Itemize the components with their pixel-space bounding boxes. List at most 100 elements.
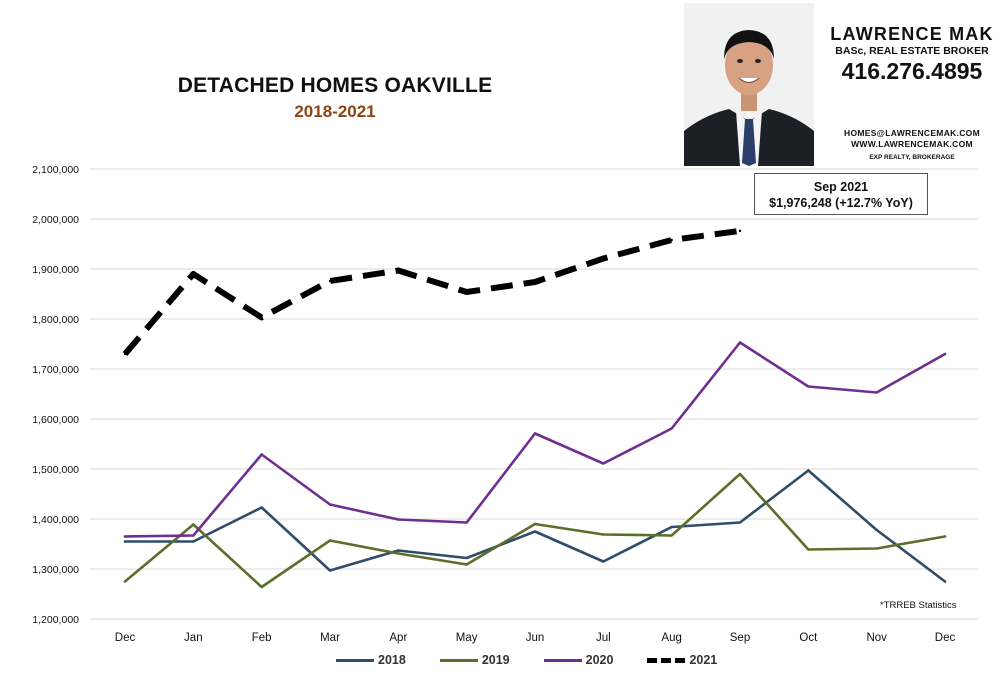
x-tick-label: Jun [526, 632, 545, 644]
legend-label-2021: 2021 [689, 653, 718, 667]
legend-swatch-2021 [647, 657, 686, 663]
y-tick-label: 1,300,000 [32, 564, 79, 576]
y-tick-label: 1,600,000 [32, 414, 79, 426]
data-point-2021-jun-6 [533, 280, 537, 284]
agent-title: BASc, REAL ESTATE BROKER [835, 45, 989, 57]
x-tick-label: May [456, 632, 478, 644]
data-point-2018-mar-3 [328, 569, 332, 572]
data-point-2020-jul-7 [602, 462, 605, 465]
x-tick-label: Dec [115, 632, 136, 644]
data-point-2018-apr-4 [397, 549, 400, 552]
data-point-2018-dec-0 [123, 540, 127, 543]
y-tick-label: 1,900,000 [32, 264, 79, 276]
data-point-2019-mar-3 [328, 539, 332, 542]
agent-brokerage: EXP REALTY, BROKERAGE [869, 154, 955, 161]
data-point-2020-aug-8 [670, 427, 673, 430]
legend-swatch-2019 [439, 658, 478, 662]
data-point-2020-jun-6 [533, 432, 537, 435]
data-point-2021-feb-2 [260, 316, 263, 319]
legend-swatch-2020 [543, 658, 582, 662]
data-point-2020-may-5 [465, 521, 468, 524]
y-tick-label: 1,700,000 [32, 364, 79, 376]
data-point-2019-nov-11 [875, 547, 878, 550]
data-point-2020-dec-0 [123, 535, 127, 538]
x-tick-label: Jul [596, 632, 611, 644]
data-point-2021-jul-7 [602, 257, 605, 260]
series-line-2021 [122, 227, 741, 356]
legend-swatch-2018 [336, 658, 374, 662]
chart-subtitle: 2018-2021 [294, 102, 376, 121]
data-point-2019-jan-1 [192, 523, 195, 526]
source-note: *TRREB Statistics [880, 600, 957, 611]
data-point-2019-oct-10 [807, 548, 810, 551]
data-point-2019-jul-7 [602, 533, 605, 536]
data-point-2018-may-5 [465, 556, 468, 560]
data-point-2019-apr-4 [397, 552, 400, 555]
sep-2021-callout: Sep 2021 $1,976,248 (+12.7% YoY) [754, 173, 928, 215]
chart-legend: 2018 2019 2020 2021 [336, 652, 717, 668]
data-point-2019-feb-2 [260, 585, 263, 589]
legend-label-2018: 2018 [378, 653, 406, 667]
data-point-2021-aug-8 [670, 238, 673, 242]
x-tick-label: Mar [320, 632, 340, 644]
data-point-2018-aug-8 [670, 525, 673, 529]
x-tick-label: Oct [799, 632, 818, 644]
data-point-2018-dec-12 [943, 580, 947, 583]
agent-email: HOMES@LAWRENCEMAK.COM [844, 128, 980, 138]
legend-item-2018: 2018 [336, 653, 406, 667]
legend-label-2019: 2019 [481, 653, 510, 667]
agent-name: LAWRENCE MAK [830, 24, 994, 44]
callout-value: $1,976,248 (+12.7% YoY) [769, 196, 913, 210]
data-point-2018-sep-9 [738, 521, 742, 524]
legend-label-2020: 2020 [585, 653, 614, 667]
data-point-2019-aug-8 [670, 534, 673, 537]
data-point-2018-oct-10 [807, 469, 810, 472]
legend-item-2021: 2021 [647, 653, 717, 667]
data-point-2018-jul-7 [602, 560, 605, 563]
data-point-2020-dec-12 [943, 352, 947, 356]
x-tick-label: Aug [661, 632, 681, 644]
series-line-2020 [123, 341, 947, 538]
x-tick-label: Feb [252, 632, 272, 644]
data-point-2019-dec-12 [943, 535, 947, 538]
y-tick-label: 1,400,000 [32, 514, 79, 526]
agent-phone: 416.276.4895 [841, 58, 983, 84]
data-point-2018-jan-1 [192, 540, 195, 543]
y-tick-label: 1,800,000 [32, 314, 79, 326]
data-point-2020-nov-11 [875, 391, 878, 394]
x-tick-label: Jan [184, 632, 203, 644]
agent-website: WWW.LAWRENCEMAK.COM [851, 139, 973, 149]
data-point-2021-jan-1 [192, 272, 195, 276]
data-point-2018-feb-2 [260, 506, 263, 509]
data-point-2020-mar-3 [328, 503, 332, 506]
agent-photo [684, 3, 814, 166]
x-tick-label: Dec [935, 632, 956, 644]
data-point-2020-sep-9 [738, 341, 742, 344]
y-tick-label: 1,500,000 [32, 464, 79, 476]
y-tick-label: 2,000,000 [32, 214, 79, 226]
callout-date: Sep 2021 [813, 180, 869, 194]
data-point-2018-nov-11 [875, 528, 878, 532]
legend-item-2019: 2019 [439, 653, 510, 667]
data-point-2019-may-5 [465, 563, 468, 566]
data-point-2019-sep-9 [738, 472, 742, 476]
data-point-2019-dec-0 [123, 580, 127, 583]
data-point-2020-feb-2 [260, 453, 263, 456]
x-tick-label: Nov [866, 632, 887, 644]
data-point-2021-sep-9 [738, 229, 742, 233]
data-point-2018-jun-6 [533, 530, 537, 533]
data-point-2021-apr-4 [397, 269, 400, 272]
chart-title: DETACHED HOMES OAKVILLE [177, 74, 493, 97]
x-tick-label: Sep [730, 632, 750, 644]
y-tick-label: 2,100,000 [32, 164, 79, 176]
data-point-2020-oct-10 [807, 385, 810, 388]
series-line-2018 [123, 469, 947, 583]
data-point-2020-jan-1 [192, 534, 195, 537]
legend-item-2020: 2020 [543, 653, 614, 667]
x-tick-label: Apr [389, 632, 407, 644]
y-tick-label: 1,200,000 [32, 614, 79, 626]
data-point-2021-dec-0 [123, 352, 127, 356]
data-point-2021-mar-3 [328, 279, 332, 283]
data-point-2021-may-5 [465, 290, 468, 294]
